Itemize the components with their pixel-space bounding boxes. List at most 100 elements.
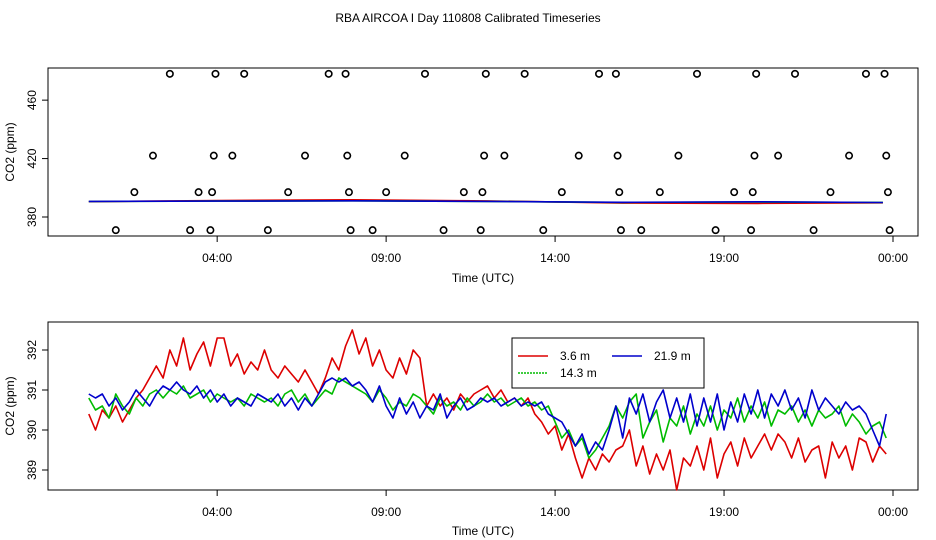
top-x-axis-label: Time (UTC): [452, 271, 514, 285]
top-plot-frame: [47, 67, 919, 237]
top-scatter-point-10: [228, 151, 237, 160]
top-scatter-point-32: [539, 226, 548, 235]
bot-x-tick-label-0: 04:00: [202, 505, 232, 519]
top-panel: 04:00 09:00 14:00 19:00 00:00 380 420 460 Time…: [3, 67, 919, 285]
top-scatter-point-5: [194, 188, 203, 197]
figure-title: RBA AIRCOA I Day 110808 Calibrated Times…: [335, 11, 600, 25]
top-scatter-point-35: [595, 69, 604, 78]
top-scatter-point-17: [343, 151, 352, 160]
top-scatter-point-18: [344, 188, 353, 197]
top-x-tick-label-1: 09:00: [371, 251, 401, 265]
top-scatter-point-7: [208, 188, 217, 197]
top-scatter-point-3: [165, 69, 174, 78]
top-scatter-point-13: [284, 188, 293, 197]
top-scatter-point-46: [747, 226, 756, 235]
top-scatter-point-31: [520, 69, 529, 78]
top-scatter-point-43: [693, 69, 702, 78]
top-scatter-point-29: [481, 69, 490, 78]
top-x-axis: 04:00 09:00 14:00 19:00 00:00: [202, 236, 908, 265]
top-scatter-point-37: [613, 151, 622, 160]
top-scatter-point-36: [611, 69, 620, 78]
bottom-series-lines: [88, 329, 887, 491]
top-x-tick-label-4: 00:00: [878, 251, 908, 265]
top-scatter-point-14: [301, 151, 310, 160]
top-series-lines: [88, 199, 883, 205]
top-scatter-point-48: [750, 151, 759, 160]
top-scatter-point-23: [420, 69, 429, 78]
top-scatter-point-20: [368, 226, 377, 235]
top-scatter-point-15: [324, 69, 333, 78]
top-scatter-point-56: [880, 69, 889, 78]
top-scatter-point-0: [111, 226, 120, 235]
top-scatter-point-21: [382, 188, 391, 197]
top-scatter-point-9: [211, 69, 220, 78]
bottom-plot-frame: [47, 321, 919, 491]
bot-x-tick-label-1: 09:00: [371, 505, 401, 519]
top-scatter-point-51: [791, 69, 800, 78]
bot-x-tick-label-4: 00:00: [878, 505, 908, 519]
top-scatter-point-19: [346, 226, 355, 235]
top-scatter-points: [111, 69, 894, 235]
top-scatter-point-54: [845, 151, 854, 160]
bottom-y-axis-label: CO2 (ppm): [3, 376, 17, 435]
top-scatter-point-26: [476, 226, 485, 235]
top-scatter-point-27: [478, 188, 487, 197]
top-scatter-point-12: [263, 226, 272, 235]
bottom-x-axis: 04:00 09:00 14:00 19:00 00:00: [202, 490, 908, 519]
top-scatter-point-11: [240, 69, 249, 78]
top-scatter-point-28: [480, 151, 489, 160]
top-scatter-point-33: [557, 188, 566, 197]
top-y-axis-label: CO2 (ppm): [3, 122, 17, 181]
top-scatter-point-42: [674, 151, 683, 160]
top-scatter-point-34: [574, 151, 583, 160]
top-scatter-point-24: [439, 226, 448, 235]
bot-y-tick-label-1: 390: [25, 420, 39, 440]
top-scatter-point-16: [341, 69, 350, 78]
top-scatter-point-57: [882, 151, 891, 160]
bot-x-tick-label-2: 14:00: [540, 505, 570, 519]
top-scatter-point-44: [711, 226, 720, 235]
top-scatter-point-49: [752, 69, 761, 78]
bot-series-line-2: [88, 377, 887, 455]
top-scatter-point-58: [883, 188, 892, 197]
top-scatter-point-8: [209, 151, 218, 160]
bot-y-tick-label-2: 391: [25, 380, 39, 400]
top-scatter-point-39: [616, 226, 625, 235]
top-scatter-point-41: [655, 188, 664, 197]
top-y-tick-label-2: 460: [25, 90, 39, 110]
top-scatter-point-38: [615, 188, 624, 197]
bot-y-tick-label-0: 389: [25, 460, 39, 480]
top-y-tick-label-0: 380: [25, 207, 39, 227]
top-scatter-point-6: [206, 226, 215, 235]
top-x-tick-label-3: 19:00: [709, 251, 739, 265]
top-scatter-point-2: [148, 151, 157, 160]
top-x-tick-label-0: 04:00: [202, 251, 232, 265]
top-scatter-point-52: [809, 226, 818, 235]
legend: 3.6 m 14.3 m 21.9 m: [511, 337, 705, 389]
top-y-axis: 380 420 460: [25, 90, 48, 227]
top-scatter-point-53: [826, 188, 835, 197]
legend-label-2: 21.9 m: [654, 349, 691, 363]
bottom-panel: 04:00 09:00 14:00 19:00 00:00 389 390 391 392 3…: [3, 321, 919, 538]
bot-series-line-0: [88, 329, 887, 491]
top-scatter-point-45: [730, 188, 739, 197]
bot-y-tick-label-3: 392: [25, 340, 39, 360]
top-scatter-point-30: [500, 151, 509, 160]
top-scatter-point-47: [748, 188, 757, 197]
legend-box: [511, 337, 705, 389]
top-scatter-point-4: [186, 226, 195, 235]
legend-label-1: 14.3 m: [560, 366, 597, 380]
top-scatter-point-25: [459, 188, 468, 197]
top-scatter-point-1: [130, 188, 139, 197]
bot-x-tick-label-3: 19:00: [709, 505, 739, 519]
top-scatter-point-22: [400, 151, 409, 160]
top-x-tick-label-2: 14:00: [540, 251, 570, 265]
top-series-line-2: [88, 200, 883, 204]
top-scatter-point-59: [885, 226, 894, 235]
top-y-tick-label-1: 420: [25, 148, 39, 168]
top-scatter-point-50: [774, 151, 783, 160]
top-scatter-point-40: [637, 226, 646, 235]
bottom-x-axis-label: Time (UTC): [452, 524, 514, 538]
bottom-y-axis: 389 390 391 392: [25, 340, 48, 480]
